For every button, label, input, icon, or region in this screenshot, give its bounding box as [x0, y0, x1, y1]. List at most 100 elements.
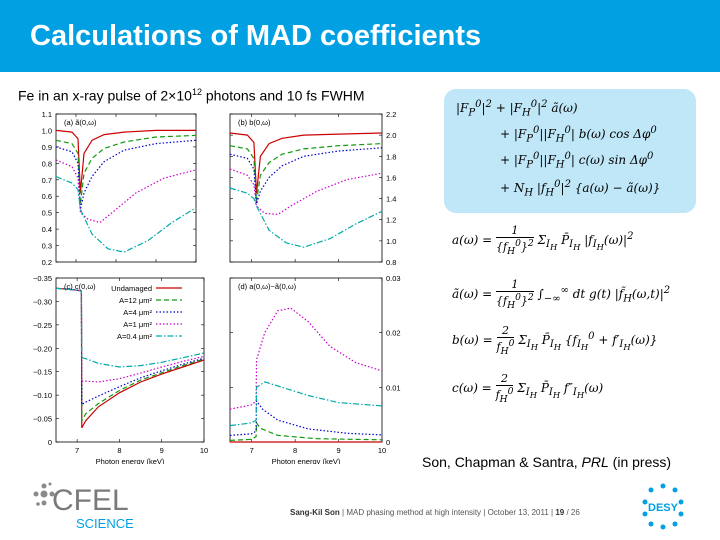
series-line [229, 399, 383, 436]
x-tick-label: 8 [293, 446, 297, 455]
series-line [55, 159, 197, 224]
footer: Sang-Kil Son | MAD phasing method at hig… [290, 508, 580, 517]
x-tick-label: 7 [250, 446, 254, 455]
legend-label: Undamaged [111, 284, 152, 293]
y-tick-label: −0.10 [33, 391, 52, 400]
panel-c: 0 −0.05 −0.10 −0.15 −0.20 −0.25 −0.30 −0.35 7 8 9 1… [33, 274, 208, 464]
formula-box: |FP0|2 + |FH0|2 ã(ω) + |FP0||FH0| b(ω) c… [444, 89, 696, 213]
y-tick-label: 0.2 [42, 258, 52, 267]
y-tick-label: −0.20 [33, 344, 52, 353]
panel-d: 0 0.01 0.02 0.03 7 8 9 10 Photon energy (keV) (d)… [229, 274, 401, 464]
formula-line-1: |FP0|2 + |FH0|2 ã(ω) [456, 99, 578, 119]
panel-label: (a) ã(0,ω) [64, 118, 97, 127]
series-line [55, 175, 197, 253]
equation-a-tilde: ã(ω) = 1 {fH0}2 ∫−∞∞ dt g(t) |f̃H(ω,t)|2 [452, 278, 671, 311]
footer-total: / 26 [566, 508, 580, 517]
y-tick-label: 0.03 [386, 274, 401, 283]
x-tick-label: 10 [200, 446, 208, 455]
y-tick-label: 1.0 [42, 126, 52, 135]
series-line [229, 187, 383, 248]
panel-b: 0.8 1.0 1.2 1.4 1.6 1.8 2.0 2.2 (b) b(0,ω) [229, 110, 396, 267]
footer-text: | MAD phasing method at high intensity |… [342, 508, 554, 517]
legend-label: A=0.4 μm² [117, 332, 152, 341]
desy-dots-icon [642, 483, 684, 530]
series-line [55, 129, 196, 193]
y-tick-label: 2.2 [386, 110, 396, 119]
formula-line-3: + |FP0||FH0| c(ω) sin Δφ0 [500, 151, 654, 171]
series-line [229, 421, 383, 441]
subtitle-prefix: Fe in an x-ray pulse of 2×10 [18, 87, 192, 104]
slide-subtitle: Fe in an x-ray pulse of 2×1012 photons a… [18, 87, 365, 104]
series-line [229, 168, 383, 216]
y-tick-label: 0.4 [42, 225, 52, 234]
legend-label: A=4 μm² [123, 308, 152, 317]
x-tick-label: 9 [160, 446, 164, 455]
legend-label: A=1 μm² [123, 320, 152, 329]
y-tick-label: 0.01 [386, 383, 401, 392]
y-tick-label: 0.8 [386, 258, 396, 267]
y-tick-label: 0.9 [42, 143, 52, 152]
y-tick-label: 0.5 [42, 209, 52, 218]
y-tick-label: 0.3 [42, 242, 52, 251]
x-tick-label: 8 [117, 446, 121, 455]
footer-page: 19 [555, 508, 565, 517]
y-tick-label: 1.8 [386, 152, 396, 161]
citation-authors: Son, Chapman & Santra, [422, 454, 582, 470]
y-tick-label: −0.15 [33, 368, 52, 377]
y-tick-label: 0.7 [42, 176, 52, 185]
series-line [229, 143, 383, 202]
series-line [229, 132, 383, 194]
panel-label: (b) b(0,ω) [238, 118, 271, 127]
subtitle-suffix: photons and 10 fs FWHM [201, 87, 365, 104]
citation-journal: PRL [581, 454, 609, 470]
panel-label: (d) a(0,ω)−ã(0,ω) [238, 282, 297, 291]
legend-label: A=12 μm² [119, 296, 152, 305]
plot-frame [229, 277, 383, 443]
title-bar [0, 0, 720, 72]
series-line [55, 287, 205, 368]
series-line [229, 307, 383, 410]
y-tick-label: −0.25 [33, 321, 52, 330]
formula-line-2: + |FP0||FH0| b(ω) cos Δφ0 [500, 125, 657, 145]
cfel-dots-icon [33, 482, 55, 506]
plot-frame [55, 277, 205, 443]
x-axis-label: Photon energy (keV) [272, 457, 341, 464]
series-line [55, 139, 197, 210]
formula-line-4: + NH |fH0|2 {a(ω) − ã(ω)} [500, 179, 661, 199]
cfel-logo: CFEL SCIENCE [33, 482, 134, 530]
y-tick-label: 1.6 [386, 173, 396, 182]
subtitle-exponent: 12 [191, 87, 202, 97]
equation-c: c(ω) = 2 fH0 ΣIH P̄IH f″IH(ω) [452, 372, 604, 405]
y-tick-label: 1.0 [386, 237, 396, 246]
y-tick-label: 0.6 [42, 192, 52, 201]
desy-logo: DESY [642, 483, 684, 530]
y-tick-label: 1.2 [386, 216, 396, 225]
y-tick-label: −0.05 [33, 415, 52, 424]
x-tick-label: 9 [336, 446, 340, 455]
series-line [229, 381, 383, 427]
panel-label: (c) c(0,ω) [64, 282, 96, 291]
y-tick-label: 2.0 [386, 131, 396, 140]
cfel-logo-text: CFEL [52, 484, 129, 517]
equation-a: a(ω) = 1 {fH0}2 ΣIH P̄IH |fIH(ω)|2 [452, 224, 634, 257]
y-tick-label: −0.35 [33, 274, 52, 283]
x-tick-label: 7 [75, 446, 79, 455]
panel-a: 0.2 0.3 0.4 0.5 0.6 0.7 0.8 0.9 1.0 1.1 (a) ã(0,ω) [42, 110, 197, 267]
y-tick-label: 0.8 [42, 159, 52, 168]
plot-frame [229, 113, 383, 263]
x-tick-label: 10 [378, 446, 386, 455]
footer-author: Sang-Kil Son [290, 508, 340, 517]
cfel-science-text: SCIENCE [76, 516, 134, 530]
citation: Son, Chapman & Santra, PRL (in press) [422, 454, 671, 470]
y-tick-label: 1.1 [42, 110, 52, 119]
citation-status: (in press) [608, 454, 672, 470]
y-tick-label: 1.4 [386, 195, 396, 204]
desy-logo-text: DESY [648, 502, 679, 514]
x-axis-label: Photon energy (keV) [96, 457, 165, 464]
y-tick-label: 0 [48, 438, 52, 447]
slide-title: Calculations of MAD coefficients [30, 20, 482, 52]
equation-b: b(ω) = 2 fH0 ΣIH P̄IH {fIH0 + f′IH(ω)} [452, 324, 658, 357]
y-tick-label: −0.30 [33, 297, 52, 306]
y-tick-label: 0 [386, 438, 390, 447]
plot-frame [55, 113, 197, 263]
